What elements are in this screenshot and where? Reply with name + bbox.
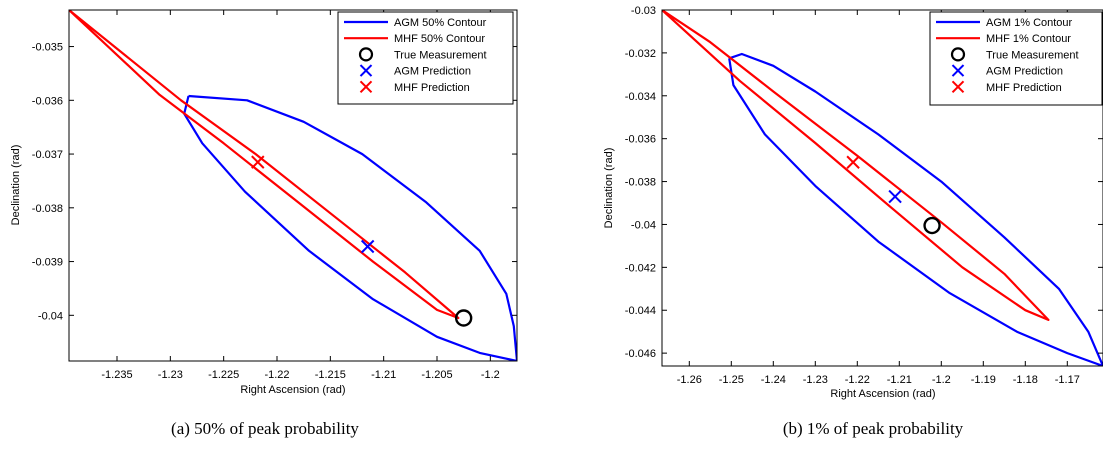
y-tick-label: -0.035 <box>32 42 63 54</box>
x-tick-label: -1.205 <box>421 369 452 381</box>
axes-frame-a <box>68 9 518 362</box>
x-tick-label: -1.225 <box>208 369 239 381</box>
legend-x-swatch <box>951 64 965 77</box>
legend-entry: MHF Prediction <box>359 80 470 94</box>
x-tick-label: -1.235 <box>101 369 132 381</box>
legend-entry: AGM Prediction <box>951 64 1063 78</box>
legend-label: MHF Prediction <box>394 82 470 94</box>
y-tick-label: -0.034 <box>625 91 656 103</box>
plot-area-a <box>69 10 517 361</box>
x-tick-label: -1.26 <box>677 374 702 386</box>
legend-entry: MHF Prediction <box>951 80 1062 94</box>
y-tick-label: -0.046 <box>625 348 656 360</box>
x-tick-label: -1.2 <box>932 374 951 386</box>
y-tick-label: -0.04 <box>38 310 63 322</box>
y-axis-label-a: Declination (rad) <box>10 145 22 226</box>
y-tick-label: -0.038 <box>625 177 656 189</box>
legend-label: MHF 1% Contour <box>986 33 1071 45</box>
axes-frame-b <box>661 9 1103 367</box>
legend-entry: AGM 1% Contour <box>936 17 1073 29</box>
agm-50-contour-line-a <box>183 94 517 361</box>
legend-entry: MHF 1% Contour <box>936 33 1071 45</box>
y-tick-label: -0.04 <box>631 219 656 231</box>
y-tick-label: -0.037 <box>32 149 63 161</box>
legend-x-swatch <box>359 80 373 94</box>
legend-a: AGM 50% Contour MHF 50% Contour True Measu… <box>337 11 514 105</box>
legend-entry: MHF 50% Contour <box>344 33 485 45</box>
x-tick-label: -1.21 <box>371 369 396 381</box>
true-measurement-marker-b <box>923 216 941 235</box>
legend-label: MHF Prediction <box>986 82 1062 94</box>
legend-label: AGM Prediction <box>986 66 1063 78</box>
x-axis-label-b: Right Ascension (rad) <box>830 388 935 400</box>
ticks-b: -1.26 -1.25 -1.24 -1.23 -1.22 -1.21 -1.2 -1.19 -… <box>625 5 1103 386</box>
y-tick-label: -0.036 <box>625 134 656 146</box>
y-tick-label: -0.032 <box>625 48 656 60</box>
y-tick-label: -0.038 <box>32 203 63 215</box>
x-tick-label: -1.215 <box>315 369 346 381</box>
legend-box <box>929 11 1103 106</box>
plot-area-b <box>662 10 1103 366</box>
legend-label: True Measurement <box>394 49 487 61</box>
legend-label: MHF 50% Contour <box>394 33 485 45</box>
x-tick-label: -1.25 <box>719 374 744 386</box>
x-tick-label: -1.22 <box>264 369 289 381</box>
legend-entry: AGM Prediction <box>359 64 471 78</box>
y-axis-label-b: Declination (rad) <box>603 148 615 229</box>
x-tick-label: -1.23 <box>158 369 183 381</box>
x-tick-label: -1.21 <box>887 374 912 386</box>
mhf-prediction-marker-b <box>846 155 860 169</box>
agm-prediction-marker-a <box>360 239 375 254</box>
x-tick-label: -1.24 <box>761 374 786 386</box>
agm-prediction-marker-b <box>888 189 902 204</box>
panel-b: -1.26 -1.25 -1.24 -1.23 -1.22 -1.21 -1.2 -1.19 -… <box>603 5 1103 438</box>
legend-x-swatch <box>951 80 965 94</box>
legend-circle-swatch <box>950 47 966 62</box>
legend-label: AGM 1% Contour <box>986 17 1073 29</box>
x-axis-label-a: Right Ascension (rad) <box>240 384 345 396</box>
y-tick-label: -0.036 <box>32 95 63 107</box>
mhf-50-contour-line-a <box>69 10 460 320</box>
y-tick-label: -0.039 <box>32 257 63 269</box>
x-tick-label: -1.17 <box>1055 374 1080 386</box>
legend-label: AGM Prediction <box>394 66 471 78</box>
x-tick-label: -1.22 <box>845 374 870 386</box>
mhf-prediction-marker-a <box>251 155 265 169</box>
legend-circle-swatch <box>358 47 374 62</box>
legend-b: AGM 1% Contour MHF 1% Contour True Measure… <box>929 11 1103 106</box>
y-tick-label: -0.03 <box>631 5 656 17</box>
legend-entry: True Measurement <box>358 47 487 62</box>
legend-entry: AGM 50% Contour <box>344 17 487 29</box>
x-tick-label: -1.23 <box>803 374 828 386</box>
y-tick-label: -0.042 <box>625 262 656 274</box>
mhf-1-contour-line-b <box>662 10 1050 321</box>
legend-label: AGM 50% Contour <box>394 17 487 29</box>
caption-a: (a) 50% of peak probability <box>171 419 359 438</box>
x-tick-label: -1.18 <box>1013 374 1038 386</box>
panel-a: -1.235 -1.23 -1.225 -1.22 -1.215 -1.21 -1.205 -… <box>10 9 518 438</box>
x-tick-label: -1.19 <box>971 374 996 386</box>
legend-label: True Measurement <box>986 49 1079 61</box>
agm-1-contour-line-b <box>728 52 1103 366</box>
x-tick-label: -1.2 <box>481 369 500 381</box>
legend-entry: True Measurement <box>950 47 1079 62</box>
ticks-a: -1.235 -1.23 -1.225 -1.22 -1.215 -1.21 -1.205 -… <box>32 10 517 381</box>
true-measurement-marker-a <box>454 309 473 327</box>
legend-x-swatch <box>359 64 373 77</box>
y-tick-label: -0.044 <box>625 305 656 317</box>
caption-b: (b) 1% of peak probability <box>783 419 964 438</box>
